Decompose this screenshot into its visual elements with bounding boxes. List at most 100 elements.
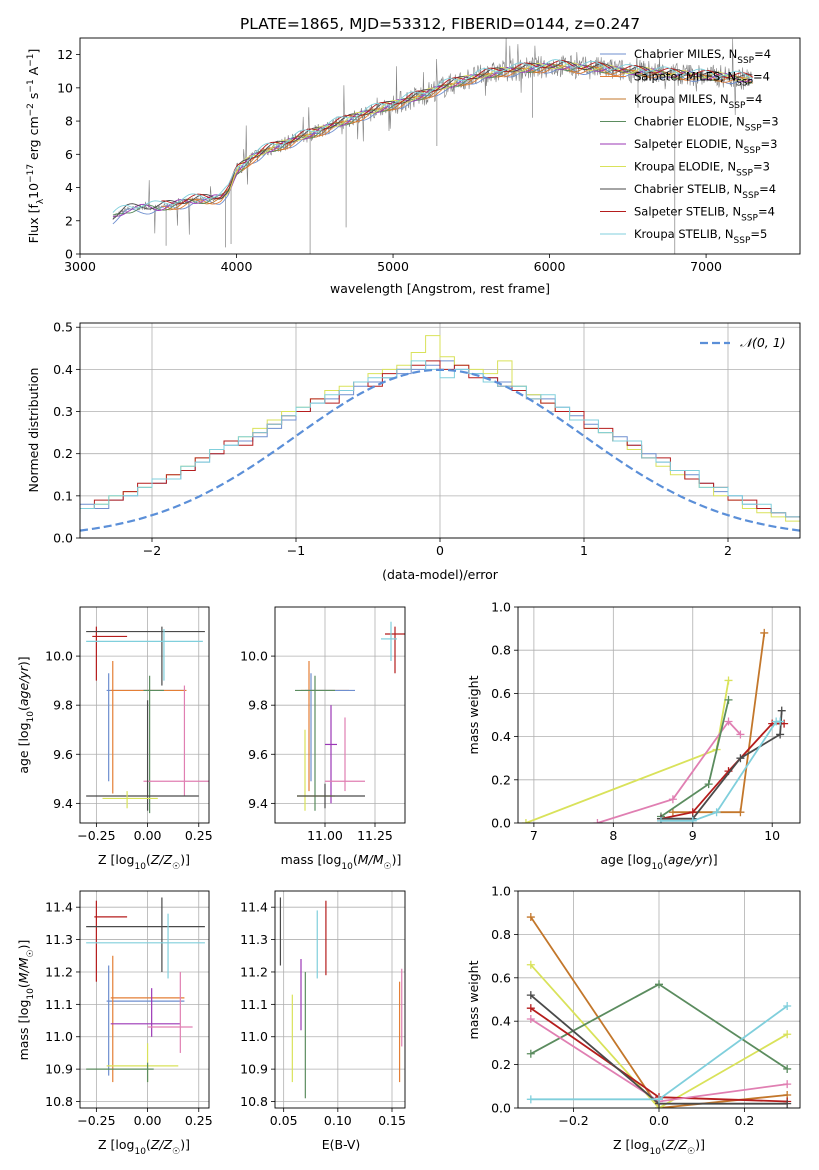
y-axis-label: mass [log10(M/M☉)] <box>16 940 36 1061</box>
errorbar-cross <box>106 965 185 1076</box>
series-marker <box>724 676 733 685</box>
series-marker <box>736 730 745 739</box>
y-tick-label: 11.2 <box>45 964 73 979</box>
y-tick-label: 0.0 <box>491 1101 511 1116</box>
y-tick-label: 0.6 <box>491 970 511 985</box>
x-tick-label: 9 <box>689 828 697 843</box>
x-tick-label: 0.00 <box>134 1113 162 1128</box>
y-axis-label: Flux [fλ10−17 erg cm−2 s−1 A−1] <box>26 49 46 244</box>
weight-series <box>656 706 786 823</box>
errorbar-cross <box>143 675 164 814</box>
series-marker <box>712 808 721 817</box>
series-marker <box>526 1015 535 1024</box>
x-tick-label: 2 <box>724 543 732 558</box>
y-tick-label: 10.9 <box>240 1062 268 1077</box>
errorbar-cross <box>295 675 335 811</box>
y-tick-label: 12 <box>57 47 73 62</box>
series-marker <box>736 808 745 817</box>
y-tick-label: 0.5 <box>53 320 73 335</box>
series-marker <box>668 795 677 804</box>
series-marker <box>776 730 785 739</box>
histogram-step <box>80 360 800 518</box>
x-tick-label: 11.25 <box>357 828 393 843</box>
model-line <box>161 59 754 205</box>
axes-frame <box>79 322 801 539</box>
errorbar-cross <box>102 791 158 809</box>
series-marker <box>736 754 745 763</box>
x-axis-label: Z [log10(Z/Z☉)] <box>98 1137 190 1157</box>
x-tick-label: −0.2 <box>558 1113 588 1128</box>
x-tick-label: 6000 <box>534 259 566 274</box>
errorbar-cross <box>106 1043 179 1083</box>
x-tick-label: −0.25 <box>77 828 115 843</box>
errorbar-cross <box>86 897 205 972</box>
plot-area <box>86 897 205 1083</box>
y-tick-label: 0.4 <box>53 362 73 377</box>
legend-label: Chabrier MILES, NSSP=4 <box>634 47 771 66</box>
axes-frame <box>274 890 406 1109</box>
series-marker <box>724 717 733 726</box>
series-marker <box>593 819 602 823</box>
panel-age-z: −0.25 0.00 0.25 9.4 9.6 9.8 10.0 Z [log10(Z/Z☉)… <box>16 606 213 872</box>
y-axis-label: mass weight <box>466 960 481 1039</box>
y-tick-label: 11.0 <box>45 1029 73 1044</box>
axes-frame <box>79 37 801 255</box>
legend-label: Kroupa ELODIE, NSSP=3 <box>634 160 770 179</box>
x-tick-label: −2 <box>143 543 161 558</box>
y-axis-label: Normed distribution <box>26 368 41 493</box>
x-tick-label: −0.25 <box>77 1113 115 1128</box>
legend-label: Chabrier STELIB, NSSP=4 <box>634 182 776 201</box>
x-tick-label: 0.25 <box>185 828 213 843</box>
series-marker <box>656 816 665 823</box>
errorbar-cross <box>110 955 185 1083</box>
axes-frame <box>79 890 210 1109</box>
y-tick-label: 10.8 <box>240 1094 268 1109</box>
y-tick-label: 9.6 <box>248 747 268 762</box>
x-tick-label: 3000 <box>64 259 96 274</box>
series-marker <box>776 717 785 726</box>
panel-age-mass: 11.00 11.25 9.4 9.6 9.8 10.0 mass [log10(M/M☉)… <box>240 606 406 872</box>
legend-label: 𝒩(0, 1) <box>740 335 786 350</box>
weight-series <box>526 1002 792 1104</box>
errorbar-cross <box>86 629 203 681</box>
errorbar-cross <box>297 783 365 809</box>
y-tick-label: 10.0 <box>240 649 268 664</box>
series-marker <box>526 1049 535 1058</box>
y-tick-label: 10.8 <box>45 1094 73 1109</box>
x-tick-label: 0.15 <box>378 1113 406 1128</box>
panel-spectrum: 3000 4000 5000 6000 7000 0 2 4 6 8 10 12 Chabrier MI… <box>26 37 801 296</box>
x-tick-label: −1 <box>287 543 305 558</box>
x-tick-label: 0.05 <box>270 1113 298 1128</box>
histogram-step <box>80 360 800 522</box>
errorbar-cross <box>381 621 397 661</box>
errorbar-cross <box>385 626 405 674</box>
panel-weight-age: 7 8 9 10 0.0 0.2 0.4 0.6 0.8 1.0 age [log10(age/yr… <box>466 600 801 872</box>
errorbar-cross <box>297 729 335 811</box>
errorbar-cross <box>147 971 193 1053</box>
weight-series <box>593 717 745 823</box>
x-axis-label: mass [log10(M/M☉)] <box>281 852 402 872</box>
series-marker <box>526 1095 535 1104</box>
model-line <box>112 59 753 213</box>
errorbar-cross <box>110 661 187 794</box>
series-marker <box>526 991 535 1000</box>
y-tick-label: 0.0 <box>491 816 511 831</box>
errorbar-cross <box>325 705 337 804</box>
y-tick-label: 8 <box>65 114 73 129</box>
x-tick-label: 0.00 <box>134 828 162 843</box>
y-tick-label: 1.0 <box>491 884 511 899</box>
y-tick-label: 10.0 <box>45 649 73 664</box>
plot-area <box>526 913 792 1108</box>
errorbar-cross <box>106 673 185 782</box>
series-marker <box>724 695 733 704</box>
y-tick-label: 11.0 <box>240 1029 268 1044</box>
y-tick-label: 0.2 <box>491 1057 511 1072</box>
series-marker <box>783 1064 792 1073</box>
x-tick-label: 10 <box>764 828 780 843</box>
y-tick-label: 0.8 <box>491 927 511 942</box>
series-marker <box>526 913 535 922</box>
weight-series <box>668 628 769 817</box>
plot-area <box>521 628 789 823</box>
plot-area <box>86 626 209 814</box>
series-marker <box>783 1099 792 1108</box>
